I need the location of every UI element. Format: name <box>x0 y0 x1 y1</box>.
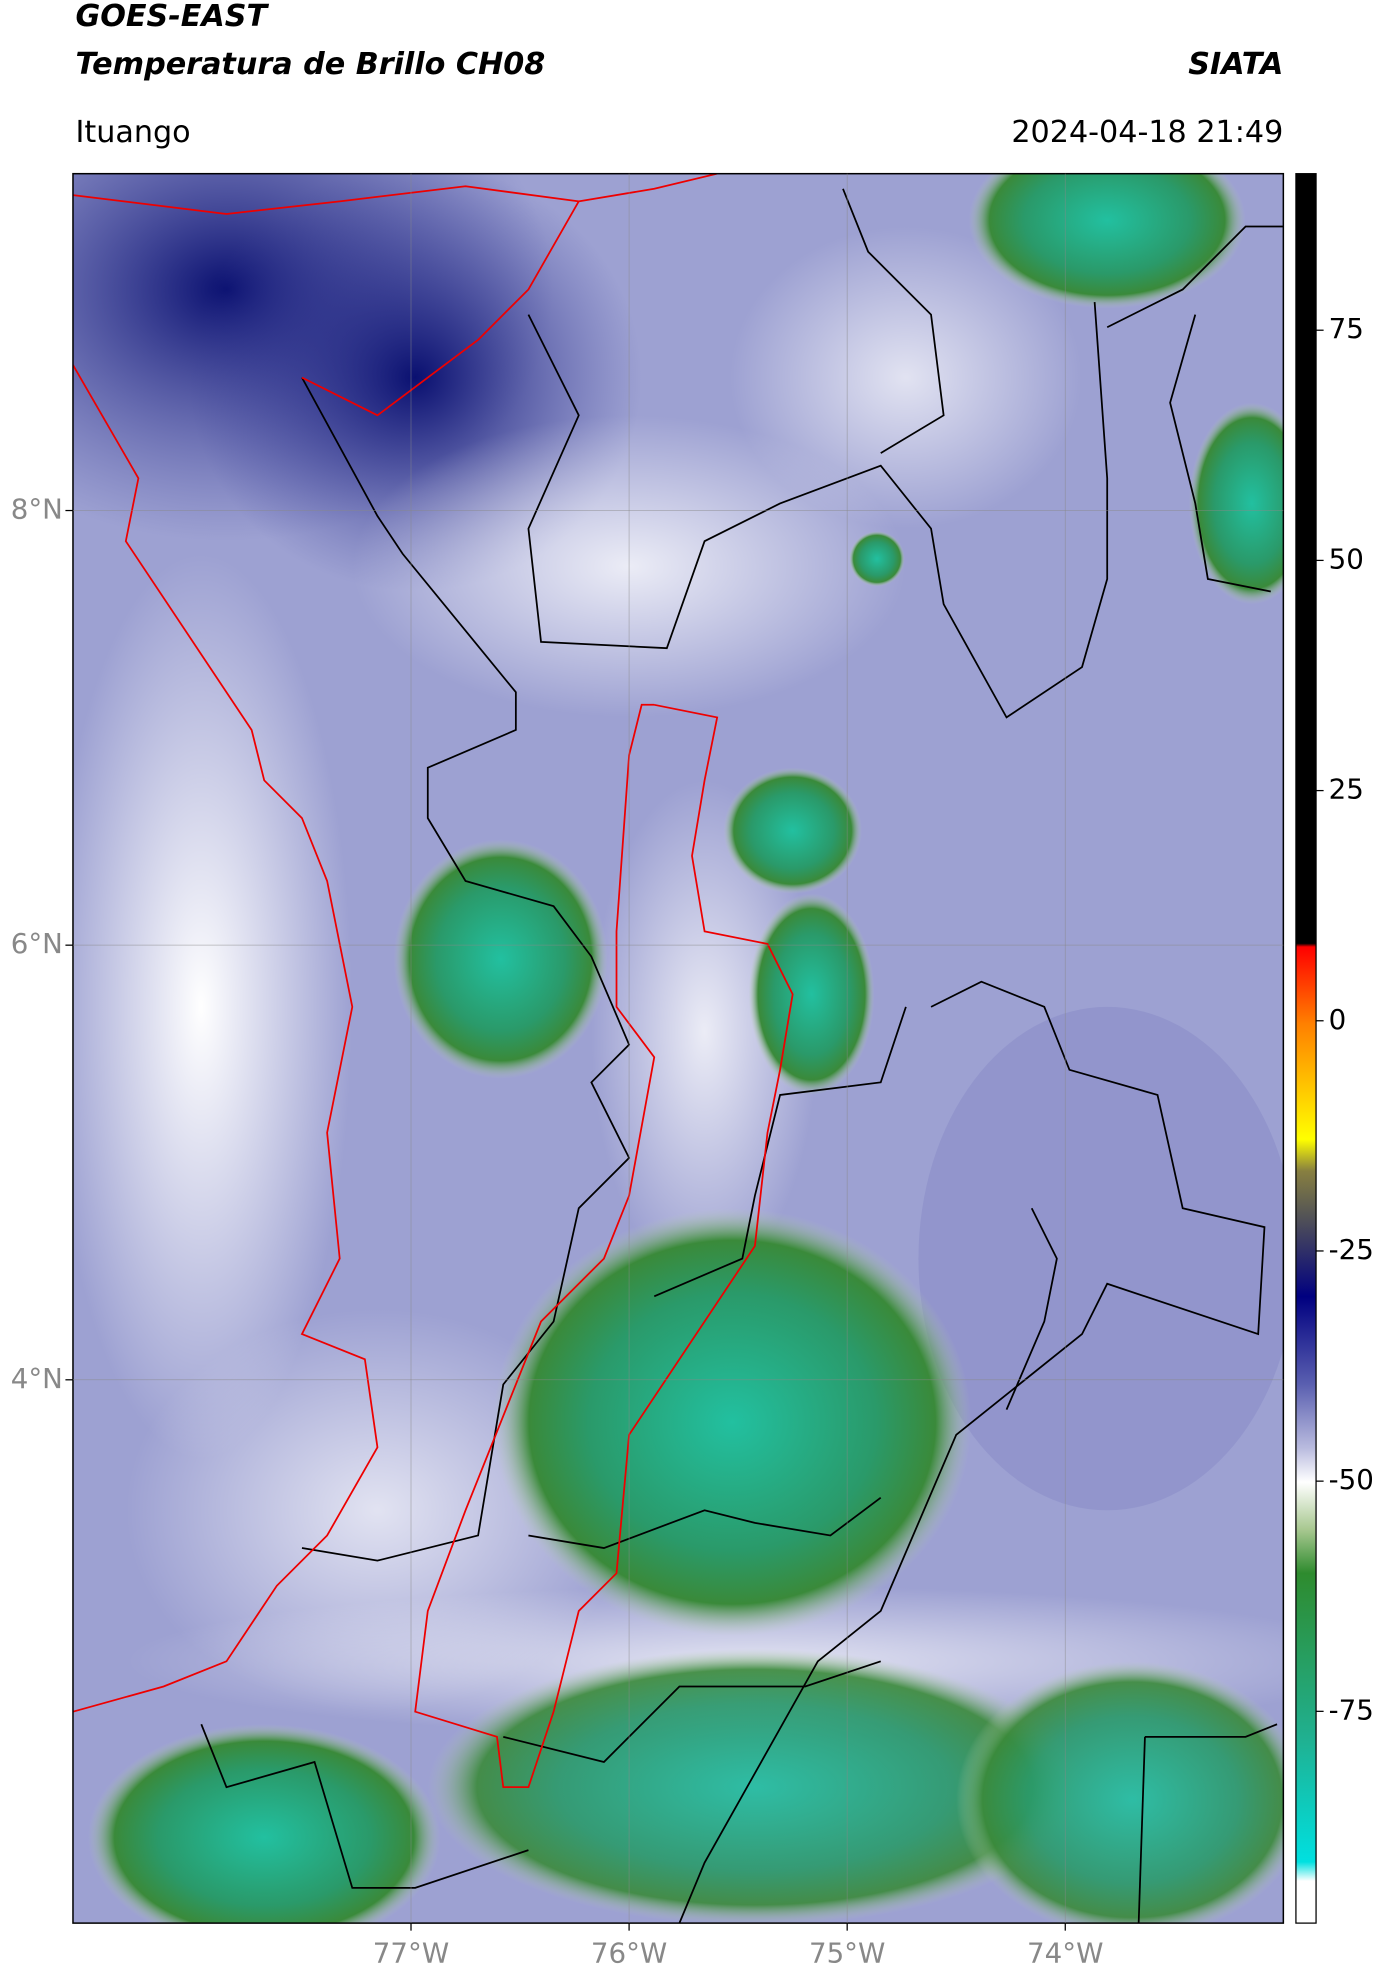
colorbar-tick-label: 75 <box>1329 312 1364 345</box>
y-tick-label: 4°N <box>11 1362 63 1395</box>
x-tick-label: 75°W <box>809 1937 885 1970</box>
y-tick-label: 8°N <box>11 493 63 526</box>
colorbar-tick-label: -25 <box>1329 1233 1374 1266</box>
colorbar <box>1295 173 1317 1924</box>
title: GOES-EAST <box>75 0 269 34</box>
colorbar-tick-label: 25 <box>1329 773 1364 806</box>
timestamp: 2024-04-18 21:49 <box>1011 115 1283 150</box>
colorbar-tick-label: -50 <box>1329 1463 1374 1496</box>
x-tick-label: 74°W <box>1027 1937 1103 1970</box>
map-frame <box>72 172 1285 1924</box>
x-tick-label: 76°W <box>591 1937 667 1970</box>
map-image <box>72 173 1284 1924</box>
brand: SIATA <box>1188 47 1283 82</box>
subtitle: Temperatura de Brillo CH08 <box>75 47 545 82</box>
colorbar-tick-label: 0 <box>1329 1003 1347 1036</box>
colorbar-tick-label: -75 <box>1329 1693 1374 1726</box>
location: Ituango <box>75 115 190 150</box>
colorbar-tick-label: 50 <box>1329 542 1364 575</box>
x-tick-label: 77°W <box>373 1937 449 1970</box>
y-tick-label: 6°N <box>11 927 63 960</box>
